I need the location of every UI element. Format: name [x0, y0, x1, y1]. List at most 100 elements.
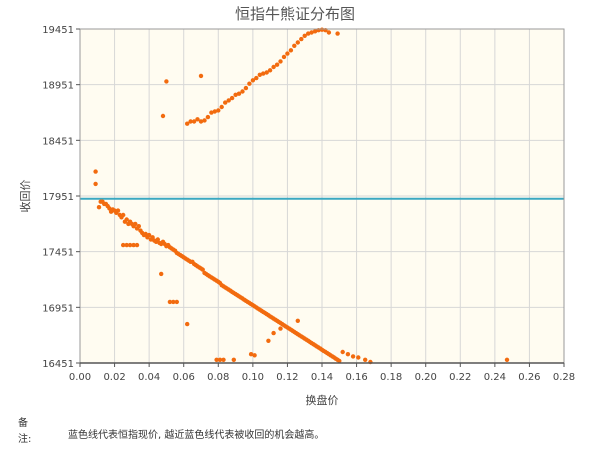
data-point [261, 71, 266, 76]
footnote-label: 备注: [18, 418, 32, 445]
data-point [302, 33, 307, 38]
data-point [312, 29, 318, 34]
y-tick-label: 16951 [42, 303, 74, 314]
y-tick-label: 17951 [42, 192, 74, 203]
x-tick-label: 0.06 [173, 372, 195, 383]
x-tick-label: 0.12 [276, 372, 298, 383]
x-tick-label: 0.24 [484, 372, 506, 383]
data-point [96, 205, 102, 210]
data-point [214, 357, 219, 362]
data-point [252, 353, 257, 358]
data-point [285, 51, 290, 56]
data-point [191, 119, 197, 124]
data-point [254, 75, 259, 81]
data-point [131, 242, 136, 248]
x-tick-labels: 0.00 0.02 0.04 0.06 0.08 0.10 0.12 0.14 0.16 0.18… [69, 363, 575, 383]
data-point [356, 355, 361, 360]
data-point [121, 212, 126, 218]
data-point [345, 352, 351, 357]
data-point [205, 114, 211, 120]
data-point [295, 318, 300, 323]
data-point [337, 358, 342, 364]
data-point [167, 299, 173, 305]
data-point [115, 208, 121, 213]
data-point [288, 48, 294, 53]
data-point [155, 237, 160, 242]
data-point [236, 91, 242, 96]
data-point [185, 121, 190, 126]
data-point [240, 89, 245, 94]
data-point [292, 43, 297, 48]
data-point [216, 108, 221, 113]
data-point [200, 267, 205, 272]
data-point [326, 30, 332, 35]
x-tick-label: 0.28 [553, 372, 575, 383]
data-points [93, 27, 510, 365]
y-tick-label: 18951 [42, 81, 74, 92]
data-point [174, 299, 179, 305]
y-tick-label: 17451 [42, 248, 74, 259]
data-point [219, 104, 224, 110]
x-tick-label: 0.18 [380, 372, 402, 383]
y-axis-label: 收回价 [18, 180, 32, 213]
data-point [309, 30, 314, 35]
data-point [335, 31, 340, 36]
data-point [281, 54, 287, 60]
data-point [231, 357, 236, 362]
data-point [233, 92, 238, 98]
data-point [299, 36, 304, 42]
data-point [266, 338, 271, 343]
data-point [121, 242, 126, 248]
data-point [134, 242, 140, 248]
data-point [340, 349, 345, 355]
data-point [93, 181, 98, 187]
x-tick-label: 0.02 [103, 372, 125, 383]
data-point [133, 221, 138, 227]
data-point [217, 357, 223, 362]
x-tick-label: 0.16 [345, 372, 367, 383]
y-tick-labels: 16451 16951 17451 17951 18451 18951 19451 [42, 25, 80, 370]
x-tick-label: 0.20 [415, 372, 437, 383]
data-point [195, 117, 200, 122]
data-point [188, 119, 193, 124]
x-tick-label: 0.08 [207, 372, 229, 383]
data-point [198, 73, 204, 79]
data-point [267, 68, 273, 73]
data-point [124, 242, 129, 248]
data-point [226, 98, 231, 103]
x-tick-label: 0.22 [449, 372, 471, 383]
data-point [159, 271, 164, 277]
data-point [278, 326, 283, 331]
data-point [248, 352, 254, 357]
data-point [202, 118, 207, 123]
data-point [278, 59, 283, 64]
data-point [243, 85, 249, 91]
data-point [93, 169, 98, 174]
x-tick-label: 0.04 [138, 372, 160, 383]
data-point [124, 217, 129, 222]
data-point [350, 354, 356, 359]
data-point [504, 357, 510, 362]
data-point [107, 206, 112, 211]
chart-title: 恒指牛熊证分布图 [235, 5, 355, 23]
data-point [164, 79, 169, 84]
data-point [160, 113, 166, 119]
data-point [143, 231, 148, 237]
x-axis-label: 换盘价 [306, 393, 339, 407]
data-point [229, 95, 235, 101]
y-tick-label: 19451 [42, 25, 74, 36]
data-point [185, 321, 190, 327]
data-point [223, 100, 228, 105]
data-point [257, 72, 262, 78]
data-point [150, 235, 155, 240]
data-point [271, 330, 276, 336]
y-tick-label: 18451 [42, 136, 74, 147]
footnote-text: 蓝色线代表恒指现价, 越近蓝色线代表被收回的机会越高。 [68, 430, 325, 441]
data-point [274, 62, 280, 67]
data-point [250, 78, 256, 83]
data-point [171, 299, 176, 305]
data-point [295, 40, 300, 45]
data-point [264, 70, 269, 75]
data-point [363, 357, 368, 362]
y-tick-label: 16451 [42, 359, 74, 370]
